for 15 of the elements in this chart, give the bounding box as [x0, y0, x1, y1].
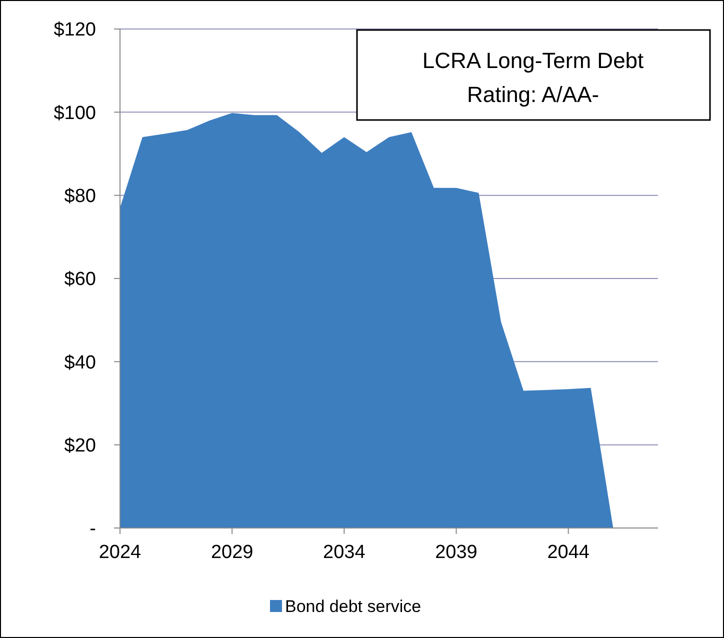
annotation: LCRA Long-Term Debt Rating: A/AA-: [422, 48, 644, 107]
y-tick-label: $120: [54, 20, 96, 41]
x-tick-label: 2029: [210, 542, 254, 563]
x-tick-label: 2024: [98, 542, 142, 563]
y-tick-label: $20: [64, 435, 96, 456]
x-tick-label: 2039: [435, 542, 478, 563]
note-box: LCRA Long-Term Debt Rating: A/AA-: [356, 29, 711, 121]
x-tick-label: 2034: [323, 542, 366, 563]
y-tick-label: $80: [64, 186, 96, 207]
y-tick-label: -: [90, 518, 96, 540]
y-tick-label: $100: [54, 102, 96, 124]
x-tick-label: 2044: [547, 542, 590, 563]
legend-label: Bond debt service: [285, 596, 422, 616]
y-tick-label: $40: [64, 352, 96, 374]
y-tick-label: $60: [64, 269, 96, 290]
